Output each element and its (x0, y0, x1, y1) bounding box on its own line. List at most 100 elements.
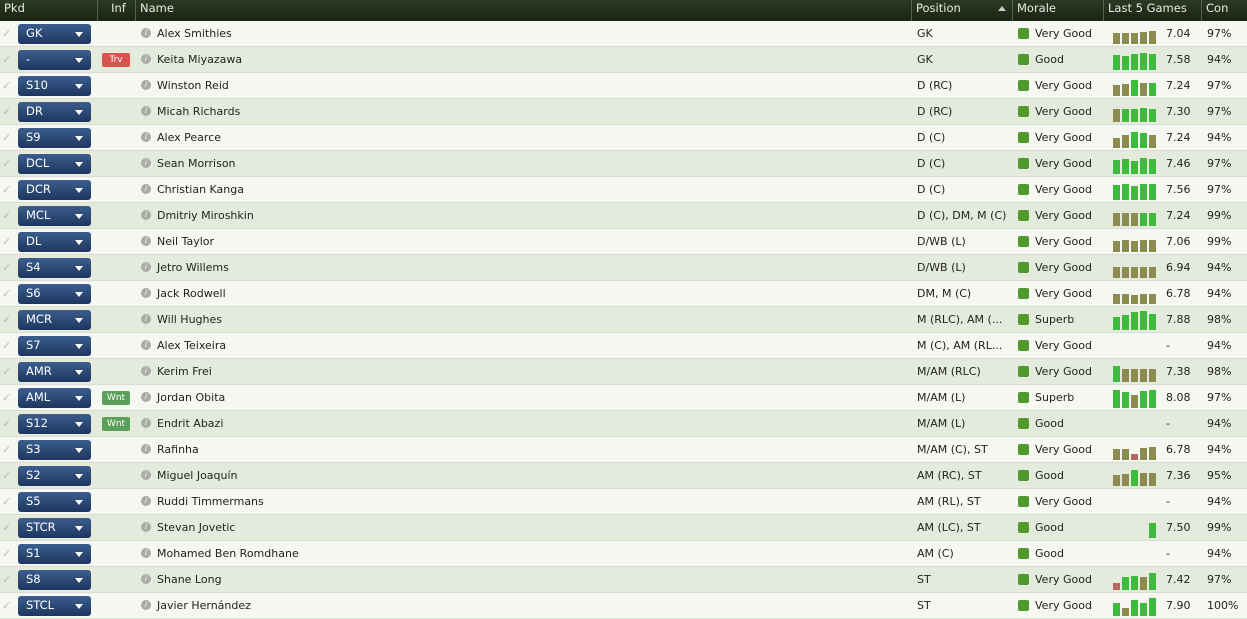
player-row[interactable]: ✓ S4 i Jetro Willems D/WB (L) Very Good 6.94 94… (0, 255, 1247, 281)
player-row[interactable]: ✓ S2 i Miguel Joaquín AM (RC), ST Good 7.36 95% (0, 463, 1247, 489)
header-pkd[interactable]: Pkd (4, 1, 25, 15)
position-dropdown[interactable]: S10 (18, 76, 91, 96)
player-row[interactable]: ✓ S3 i Rafinha M/AM (C), ST Very Good 6.78 94% (0, 437, 1247, 463)
player-name[interactable]: Stevan Jovetic (157, 521, 236, 534)
player-row[interactable]: ✓ DCR i Christian Kanga D (C) Very Good 7.56 97… (0, 177, 1247, 203)
info-icon[interactable]: i (141, 158, 151, 168)
player-row[interactable]: ✓ GK i Alex Smithies GK Very Good 7.04 97% (0, 21, 1247, 47)
player-row[interactable]: ✓ S5 i Ruddi Timmermans AM (RL), ST Very Good… (0, 489, 1247, 515)
position-dropdown[interactable]: S1 (18, 544, 91, 564)
position-dropdown[interactable]: S7 (18, 336, 91, 356)
position-dropdown[interactable]: GK (18, 24, 91, 44)
position-dropdown[interactable]: S9 (18, 128, 91, 148)
info-icon[interactable]: i (141, 54, 151, 64)
pick-check[interactable]: ✓ (2, 495, 12, 508)
info-icon[interactable]: i (141, 106, 151, 116)
player-row[interactable]: ✓ STCR i Stevan Jovetic AM (LC), ST Good 7.50 9… (0, 515, 1247, 541)
player-row[interactable]: ✓ AML Wnt i Jordan Obita M/AM (L) Superb 8.08 97… (0, 385, 1247, 411)
pick-check[interactable]: ✓ (2, 573, 12, 586)
info-icon[interactable]: i (141, 132, 151, 142)
position-dropdown[interactable]: DCR (18, 180, 91, 200)
pick-check[interactable]: ✓ (2, 313, 12, 326)
player-name[interactable]: Alex Pearce (157, 131, 222, 144)
player-row[interactable]: ✓ S8 i Shane Long ST Very Good 7.42 97% (0, 567, 1247, 593)
info-icon[interactable]: i (141, 496, 151, 506)
player-row[interactable]: ✓ S12 Wnt i Endrit Abazi M/AM (L) Good - 94% (0, 411, 1247, 437)
info-icon[interactable]: i (141, 444, 151, 454)
header-inf[interactable]: Inf (97, 0, 135, 21)
pick-check[interactable]: ✓ (2, 417, 12, 430)
pick-check[interactable]: ✓ (2, 391, 12, 404)
info-icon[interactable]: i (141, 366, 151, 376)
player-row[interactable]: ✓ S1 i Mohamed Ben Romdhane AM (C) Good - 94% (0, 541, 1247, 567)
position-dropdown[interactable]: DR (18, 102, 91, 122)
header-last5[interactable]: Last 5 Games (1103, 0, 1201, 21)
pick-check[interactable]: ✓ (2, 183, 12, 196)
pick-check[interactable]: ✓ (2, 105, 12, 118)
pick-check[interactable]: ✓ (2, 79, 12, 92)
info-icon[interactable]: i (141, 28, 151, 38)
info-icon[interactable]: i (141, 340, 151, 350)
player-name[interactable]: Javier Hernández (157, 599, 251, 612)
pick-check[interactable]: ✓ (2, 365, 12, 378)
player-name[interactable]: Alex Teixeira (157, 339, 227, 352)
player-name[interactable]: Mohamed Ben Romdhane (157, 547, 299, 560)
player-row[interactable]: ✓ S7 i Alex Teixeira M (C), AM (RL... Very Go… (0, 333, 1247, 359)
info-icon[interactable]: i (141, 80, 151, 90)
player-row[interactable]: ✓ DL i Neil Taylor D/WB (L) Very Good 7.06 99% (0, 229, 1247, 255)
pick-check[interactable]: ✓ (2, 53, 12, 66)
pick-check[interactable]: ✓ (2, 547, 12, 560)
position-dropdown[interactable]: S12 (18, 414, 91, 434)
player-name[interactable]: Micah Richards (157, 105, 241, 118)
info-icon[interactable]: i (141, 262, 151, 272)
pick-check[interactable]: ✓ (2, 287, 12, 300)
position-dropdown[interactable]: S3 (18, 440, 91, 460)
player-row[interactable]: ✓ STCL i Javier Hernández ST Very Good 7.90 100… (0, 593, 1247, 619)
position-dropdown[interactable]: AML (18, 388, 91, 408)
position-dropdown[interactable]: S4 (18, 258, 91, 278)
pick-check[interactable]: ✓ (2, 521, 12, 534)
player-row[interactable]: ✓ S9 i Alex Pearce D (C) Very Good 7.24 94% (0, 125, 1247, 151)
player-name[interactable]: Alex Smithies (157, 27, 232, 40)
player-name[interactable]: Sean Morrison (157, 157, 236, 170)
player-name[interactable]: Endrit Abazi (157, 417, 224, 430)
player-name[interactable]: Will Hughes (157, 313, 222, 326)
position-dropdown[interactable]: S8 (18, 570, 91, 590)
header-con[interactable]: Con (1201, 0, 1247, 21)
player-row[interactable]: ✓ MCL i Dmitriy Miroshkin D (C), DM, M (C) Ve… (0, 203, 1247, 229)
position-dropdown[interactable]: S5 (18, 492, 91, 512)
player-name[interactable]: Jack Rodwell (157, 287, 226, 300)
pick-check[interactable]: ✓ (2, 443, 12, 456)
pick-check[interactable]: ✓ (2, 339, 12, 352)
player-row[interactable]: ✓ S10 i Winston Reid D (RC) Very Good 7.24 97% (0, 73, 1247, 99)
pick-check[interactable]: ✓ (2, 599, 12, 612)
player-row[interactable]: ✓ DR i Micah Richards D (RC) Very Good 7.30 97% (0, 99, 1247, 125)
pick-check[interactable]: ✓ (2, 209, 12, 222)
position-dropdown[interactable]: S2 (18, 466, 91, 486)
header-position[interactable]: Position (911, 0, 1012, 21)
player-row[interactable]: ✓ DCL i Sean Morrison D (C) Very Good 7.46 97% (0, 151, 1247, 177)
info-icon[interactable]: i (141, 210, 151, 220)
player-name[interactable]: Dmitriy Miroshkin (157, 209, 254, 222)
player-row[interactable]: ✓ - Trv i Keita Miyazawa GK Good 7.58 94% (0, 47, 1247, 73)
info-icon[interactable]: i (141, 418, 151, 428)
player-row[interactable]: ✓ AMR i Kerim Frei M/AM (RLC) Very Good 7.38 98… (0, 359, 1247, 385)
player-name[interactable]: Kerim Frei (157, 365, 212, 378)
player-name[interactable]: Miguel Joaquín (157, 469, 238, 482)
header-name[interactable]: Name (135, 0, 911, 21)
pick-check[interactable]: ✓ (2, 27, 12, 40)
player-name[interactable]: Christian Kanga (157, 183, 244, 196)
position-dropdown[interactable]: STCR (18, 518, 91, 538)
player-name[interactable]: Neil Taylor (157, 235, 215, 248)
info-icon[interactable]: i (141, 574, 151, 584)
position-dropdown[interactable]: S6 (18, 284, 91, 304)
position-dropdown[interactable]: DCL (18, 154, 91, 174)
info-icon[interactable]: i (141, 184, 151, 194)
info-icon[interactable]: i (141, 522, 151, 532)
info-icon[interactable]: i (141, 548, 151, 558)
header-morale[interactable]: Morale (1012, 0, 1103, 21)
pick-check[interactable]: ✓ (2, 261, 12, 274)
info-icon[interactable]: i (141, 392, 151, 402)
player-name[interactable]: Jetro Willems (157, 261, 229, 274)
position-dropdown[interactable]: - (18, 50, 91, 70)
